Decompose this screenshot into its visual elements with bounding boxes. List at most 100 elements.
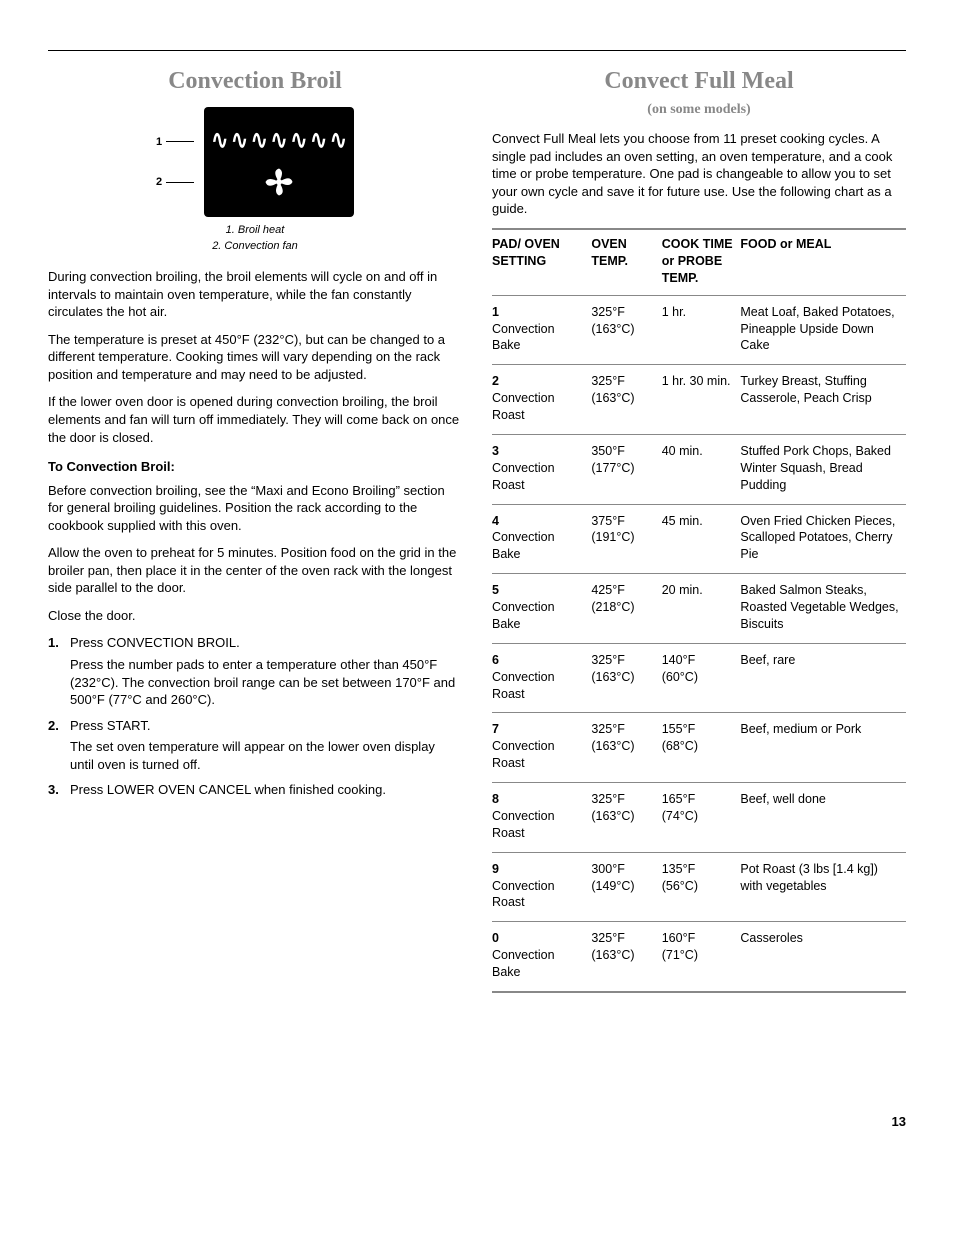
- cell-food: Beef, rare: [740, 643, 906, 713]
- table-row: 8Convection Roast325°F (163°C)165°F (74°…: [492, 783, 906, 853]
- cell-pad-setting: 4Convection Bake: [492, 504, 591, 574]
- caption-line-2: 2. Convection fan: [212, 240, 298, 252]
- right-title: Convect Full Meal: [492, 65, 906, 97]
- pad-number: 3: [492, 444, 499, 458]
- th-pad-setting: PAD/ OVEN SETTING: [492, 229, 591, 295]
- table-row: 6Convection Roast325°F (163°C)140°F (60°…: [492, 643, 906, 713]
- oven-setting: Convection Bake: [492, 600, 555, 631]
- pad-number: 6: [492, 653, 499, 667]
- pad-number: 1: [492, 305, 499, 319]
- para-1: During convection broiling, the broil el…: [48, 268, 462, 321]
- caption-line-1: 1. Broil heat: [226, 224, 285, 236]
- para-2: The temperature is preset at 450°F (232°…: [48, 331, 462, 384]
- right-intro: Convect Full Meal lets you choose from 1…: [492, 130, 906, 218]
- cell-oven-temp: 325°F (163°C): [591, 713, 661, 783]
- step-1-main: Press CONVECTION BROIL.: [70, 635, 240, 650]
- step-1: Press CONVECTION BROIL. Press the number…: [48, 634, 462, 708]
- cell-pad-setting: 8 Convection Roast: [492, 783, 591, 853]
- para-6: Close the door.: [48, 607, 462, 625]
- cell-oven-temp: 425°F (218°C): [591, 574, 661, 644]
- cell-cook-time: 160°F (71°C): [662, 922, 741, 992]
- cell-food: Casseroles: [740, 922, 906, 992]
- cell-food: Baked Salmon Steaks, Roasted Vegetable W…: [740, 574, 906, 644]
- cell-pad-setting: 5 Convection Bake: [492, 574, 591, 644]
- cell-food: Pot Roast (3 lbs [1.4 kg]) with vegetabl…: [740, 852, 906, 922]
- oven-setting: Convection Roast: [492, 739, 555, 770]
- oven-setting: Convection Bake: [492, 322, 555, 353]
- cell-pad-setting: 3 Convection Roast: [492, 434, 591, 504]
- diagram-callout-2: 2: [156, 175, 194, 190]
- oven-setting: Convection Bake: [492, 530, 555, 561]
- table-row: 0Convection Bake325°F (163°C)160°F (71°C…: [492, 922, 906, 992]
- oven-setting: Convection Roast: [492, 670, 555, 701]
- oven-setting: Convection Roast: [492, 461, 555, 492]
- cell-pad-setting: 0 Convection Bake: [492, 922, 591, 992]
- steps-list: Press CONVECTION BROIL. Press the number…: [48, 634, 462, 798]
- table-row: 7 Convection Roast 325°F (163°C)155°F (68°…: [492, 713, 906, 783]
- table-row: 9Convection Roast300°F (149°C)135°F (56°…: [492, 852, 906, 922]
- table-row: 2 Convection Roast 325°F (163°C)1 hr. 30 m…: [492, 365, 906, 435]
- cell-cook-time: 155°F (68°C): [662, 713, 741, 783]
- cell-pad-setting: 7 Convection Roast: [492, 713, 591, 783]
- diagram-caption: 1. Broil heat 2. Convection fan: [48, 223, 462, 254]
- cell-oven-temp: 350°F (177°C): [591, 434, 661, 504]
- step-2-main: Press START.: [70, 718, 150, 733]
- cell-pad-setting: 2 Convection Roast: [492, 365, 591, 435]
- cell-oven-temp: 325°F (163°C): [591, 295, 661, 365]
- cell-food: Beef, medium or Pork: [740, 713, 906, 783]
- cell-pad-setting: 1 Convection Bake: [492, 295, 591, 365]
- cell-food: Beef, well done: [740, 783, 906, 853]
- diagram-num-1: 1: [156, 135, 162, 150]
- cell-cook-time: 1 hr.: [662, 295, 741, 365]
- th-oven-temp: OVEN TEMP.: [591, 229, 661, 295]
- cell-food: Oven Fried Chicken Pieces, Scalloped Pot…: [740, 504, 906, 574]
- step-3: Press LOWER OVEN CANCEL when finished co…: [48, 781, 462, 799]
- cell-food: Meat Loaf, Baked Potatoes, Pineapple Ups…: [740, 295, 906, 365]
- right-subtitle: (on some models): [492, 101, 906, 120]
- left-column: Convection Broil 1 2 ∿∿∿∿∿∿∿: [48, 65, 462, 993]
- cell-oven-temp: 325°F (163°C): [591, 643, 661, 713]
- two-column-layout: Convection Broil 1 2 ∿∿∿∿∿∿∿: [48, 65, 906, 993]
- cell-pad-setting: 9Convection Roast: [492, 852, 591, 922]
- diagram-num-2: 2: [156, 175, 162, 190]
- callout-line: [166, 182, 194, 183]
- para-3: If the lower oven door is opened during …: [48, 393, 462, 446]
- step-3-main: Press LOWER OVEN CANCEL when finished co…: [70, 782, 386, 797]
- step-2: Press START. The set oven temperature wi…: [48, 717, 462, 774]
- oven-setting: Convection Bake: [492, 948, 555, 979]
- cell-oven-temp: 375°F (191°C): [591, 504, 661, 574]
- table-header-row: PAD/ OVEN SETTING OVEN TEMP. COOK TIME o…: [492, 229, 906, 295]
- page-number: 13: [48, 1113, 906, 1131]
- table-row: 4Convection Bake375°F (191°C)45 min.Oven…: [492, 504, 906, 574]
- cell-oven-temp: 325°F (163°C): [591, 783, 661, 853]
- pad-number: 2: [492, 374, 499, 388]
- right-column: Convect Full Meal (on some models) Conve…: [492, 65, 906, 993]
- th-cook-time: COOK TIME or PROBE TEMP.: [662, 229, 741, 295]
- cell-cook-time: 1 hr. 30 min.: [662, 365, 741, 435]
- fan-icon: [264, 167, 294, 197]
- pad-number: 5: [492, 583, 499, 597]
- step-2-sub: The set oven temperature will appear on …: [70, 738, 462, 773]
- pad-number: 9: [492, 862, 499, 876]
- cell-oven-temp: 325°F (163°C): [591, 365, 661, 435]
- pad-number: 7: [492, 722, 499, 736]
- cell-food: Stuffed Pork Chops, Baked Winter Squash,…: [740, 434, 906, 504]
- top-rule: [48, 50, 906, 51]
- cell-pad-setting: 6 Convection Roast: [492, 643, 591, 713]
- callout-line: [166, 141, 194, 142]
- oven-diagram-box: ∿∿∿∿∿∿∿: [204, 107, 354, 217]
- pad-number: 0: [492, 931, 499, 945]
- table-row: 1 Convection Bake 325°F (163°C)1 hr.Meat L…: [492, 295, 906, 365]
- cell-cook-time: 135°F (56°C): [662, 852, 741, 922]
- pad-number: 8: [492, 792, 499, 806]
- oven-setting: Convection Roast: [492, 809, 555, 840]
- step-1-sub: Press the number pads to enter a tempera…: [70, 656, 462, 709]
- cell-oven-temp: 300°F (149°C): [591, 852, 661, 922]
- broil-heat-icon: ∿∿∿∿∿∿∿: [211, 128, 346, 155]
- left-title: Convection Broil: [48, 65, 462, 97]
- cell-food: Turkey Breast, Stuffing Casserole, Peach…: [740, 365, 906, 435]
- meal-table: PAD/ OVEN SETTING OVEN TEMP. COOK TIME o…: [492, 228, 906, 993]
- table-row: 5 Convection Bake 425°F (218°C)20 min.Bake…: [492, 574, 906, 644]
- cell-cook-time: 20 min.: [662, 574, 741, 644]
- oven-setting: Convection Roast: [492, 391, 555, 422]
